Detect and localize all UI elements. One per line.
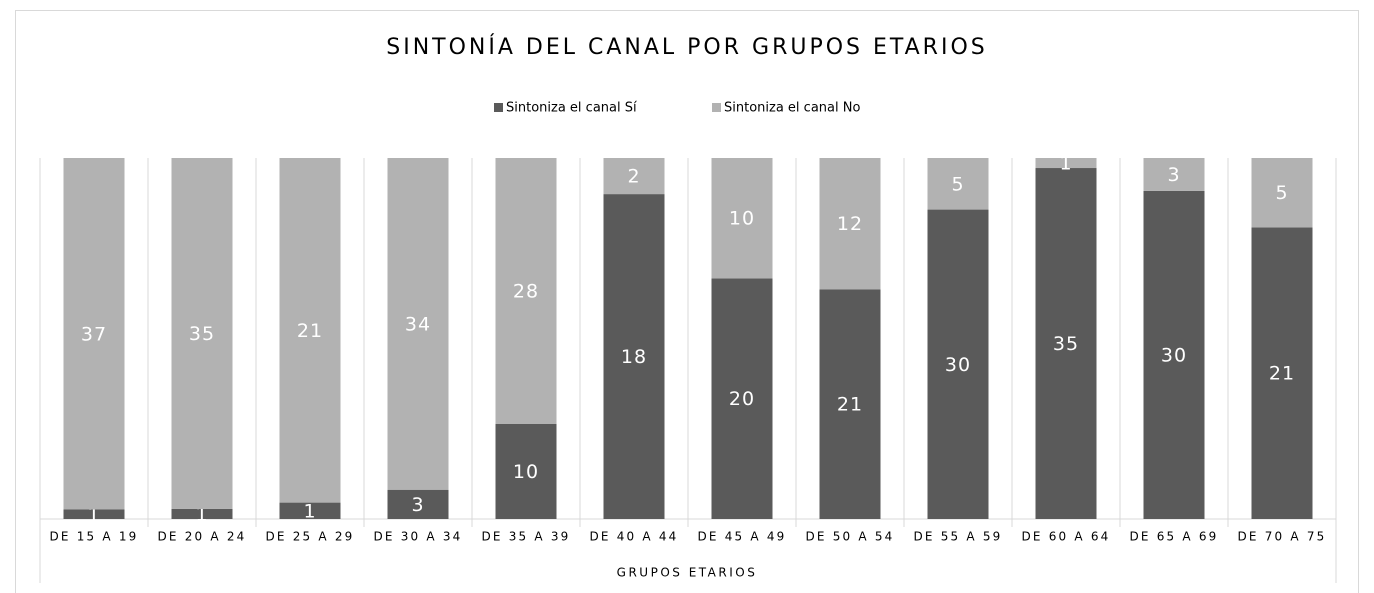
bar-segment xyxy=(819,289,881,519)
bar-segment xyxy=(819,158,881,290)
data-label: 12 xyxy=(837,213,863,235)
legend-label: Sintoniza el canal No xyxy=(724,101,860,116)
bar-segment xyxy=(603,194,665,519)
x-tick-label: DE 15 A 19 xyxy=(49,530,138,544)
x-tick-label: DE 65 A 69 xyxy=(1129,530,1218,544)
bar-segment xyxy=(711,278,773,519)
legend-swatch xyxy=(494,103,503,112)
data-label: 35 xyxy=(189,323,215,345)
data-label: 20 xyxy=(729,388,755,410)
data-label: 3 xyxy=(1167,164,1180,186)
x-tick-label: DE 55 A 59 xyxy=(913,530,1002,544)
data-label: 30 xyxy=(945,354,971,376)
data-label: 5 xyxy=(951,173,964,195)
chart-title: SINTONÍA DEL CANAL POR GRUPOS ETARIOS xyxy=(386,34,988,60)
data-label: 37 xyxy=(81,323,107,345)
data-label: 1 xyxy=(1059,153,1072,175)
data-label: 10 xyxy=(513,461,539,483)
data-label: 34 xyxy=(405,313,431,335)
data-label: 21 xyxy=(1269,363,1295,385)
x-tick-label: DE 50 A 54 xyxy=(805,530,894,544)
x-tick-label: DE 20 A 24 xyxy=(157,530,246,544)
data-label: 1 xyxy=(303,500,316,522)
data-label: 21 xyxy=(297,320,323,342)
legend-label: Sintoniza el canal Sí xyxy=(506,101,637,116)
x-tick-label: DE 30 A 34 xyxy=(373,530,462,544)
data-label: 3 xyxy=(411,494,424,516)
bar-segment xyxy=(1035,168,1097,519)
x-tick-label: DE 35 A 39 xyxy=(481,530,570,544)
data-label: 2 xyxy=(627,166,640,188)
legend-swatch xyxy=(712,103,721,112)
data-label: 30 xyxy=(1161,344,1187,366)
data-label: 28 xyxy=(513,281,539,303)
bar-segment xyxy=(279,158,341,503)
bar-segment xyxy=(495,158,557,424)
x-tick-label: DE 60 A 64 xyxy=(1021,530,1110,544)
bar-segment xyxy=(927,158,989,210)
bar-segment xyxy=(63,158,125,510)
data-label: 18 xyxy=(621,346,647,368)
bar-segment xyxy=(1143,158,1205,191)
bar-segment xyxy=(1251,227,1313,519)
x-tick-label: DE 25 A 29 xyxy=(265,530,354,544)
bar-segment xyxy=(603,158,665,195)
data-label: 10 xyxy=(729,208,755,230)
bar-segment xyxy=(171,508,233,519)
data-label: 5 xyxy=(1275,182,1288,204)
bar-segment xyxy=(279,502,341,519)
data-label: 1 xyxy=(195,503,208,525)
x-tick-label: DE 70 A 75 xyxy=(1237,530,1326,544)
chart-border xyxy=(15,10,1359,593)
x-tick-label: DE 45 A 49 xyxy=(697,530,786,544)
bar-segment xyxy=(1035,158,1097,169)
x-axis-title: GRUPOS ETARIOS xyxy=(617,566,758,580)
bar-segment xyxy=(387,489,449,519)
bar-segment xyxy=(495,424,557,519)
bar-segment xyxy=(711,158,773,279)
bar-segment xyxy=(387,158,449,490)
data-label: 21 xyxy=(837,394,863,416)
x-tick-label: DE 40 A 44 xyxy=(589,530,678,544)
data-label: 35 xyxy=(1053,333,1079,355)
bar-segment xyxy=(1143,190,1205,519)
bar-segment xyxy=(171,158,233,509)
bar-segment xyxy=(1251,158,1313,228)
bar-segment xyxy=(63,509,125,519)
bar-segment xyxy=(927,209,989,520)
